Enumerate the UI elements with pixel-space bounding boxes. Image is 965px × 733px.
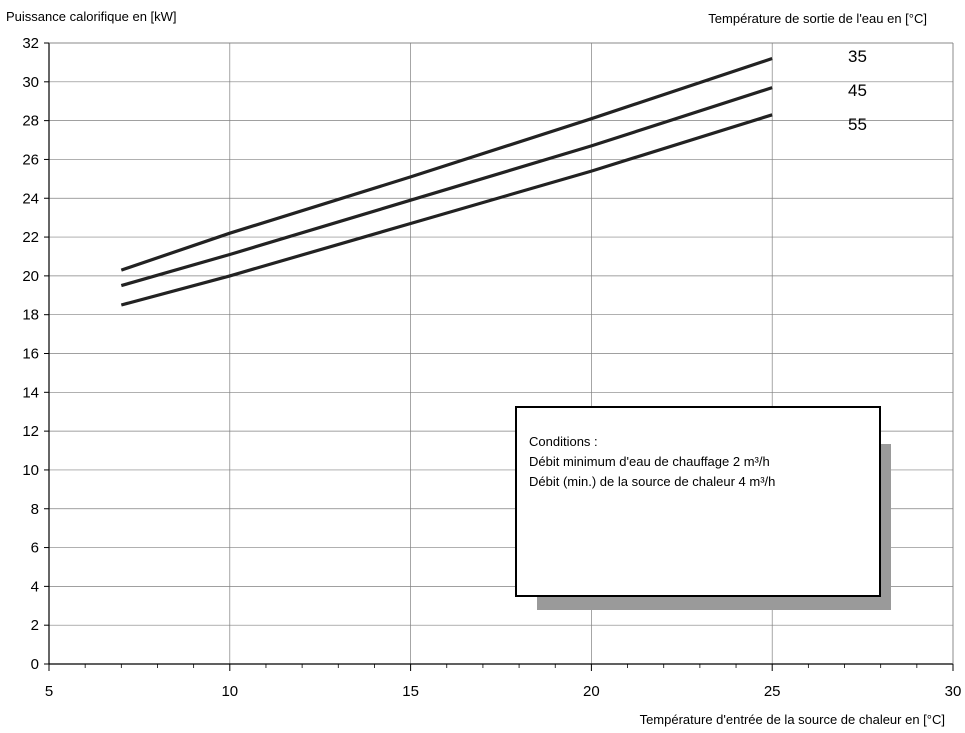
legend-title: Température de sortie de l'eau en [°C] — [708, 11, 927, 26]
conditions-line-1: Conditions : — [529, 434, 598, 449]
y-axis-label: Puissance calorifique en [kW] — [6, 9, 177, 24]
x-axis-label: Température d'entrée de la source de cha… — [639, 712, 945, 727]
conditions-box: Conditions : Débit minimum d'eau de chau… — [515, 406, 881, 597]
y-tick-label: 30 — [22, 74, 39, 91]
y-tick-label: 4 — [31, 578, 39, 595]
series-line-45 — [120, 86, 773, 288]
x-tick-label: 10 — [221, 683, 238, 700]
x-tick-label: 15 — [402, 683, 419, 700]
y-tick-label: 16 — [22, 346, 39, 363]
series-line-55 — [120, 113, 773, 307]
x-tick-label: 30 — [945, 683, 962, 700]
y-tick-label: 2 — [31, 617, 39, 634]
y-tick-label: 24 — [22, 190, 39, 207]
conditions-line-3: Débit (min.) de la source de chaleur 4 m… — [529, 474, 776, 489]
y-tick-label: 28 — [22, 113, 39, 130]
series-label-55: 55 — [848, 115, 867, 134]
y-tick-label: 14 — [22, 384, 39, 401]
series-label-35: 35 — [848, 47, 867, 66]
y-tick-label: 26 — [22, 151, 39, 168]
series-line-35 — [120, 56, 773, 272]
conditions-text: Conditions : Débit minimum d'eau de chau… — [529, 432, 775, 492]
y-tick-label: 32 — [22, 35, 39, 52]
y-tick-label: 10 — [22, 462, 39, 479]
x-tick-label: 25 — [764, 683, 781, 700]
y-tick-label: 6 — [31, 540, 39, 557]
y-tick-label: 20 — [22, 268, 39, 285]
x-tick-label: 5 — [45, 683, 53, 700]
y-tick-label: 8 — [31, 501, 39, 518]
y-tick-label: 18 — [22, 307, 39, 324]
y-tick-label: 12 — [22, 423, 39, 440]
y-tick-label: 0 — [31, 656, 39, 673]
conditions-line-2: Débit minimum d'eau de chauffage 2 m³/h — [529, 454, 770, 469]
series-label-45: 45 — [848, 81, 867, 100]
x-tick-label: 20 — [583, 683, 600, 700]
y-tick-label: 22 — [22, 229, 39, 246]
